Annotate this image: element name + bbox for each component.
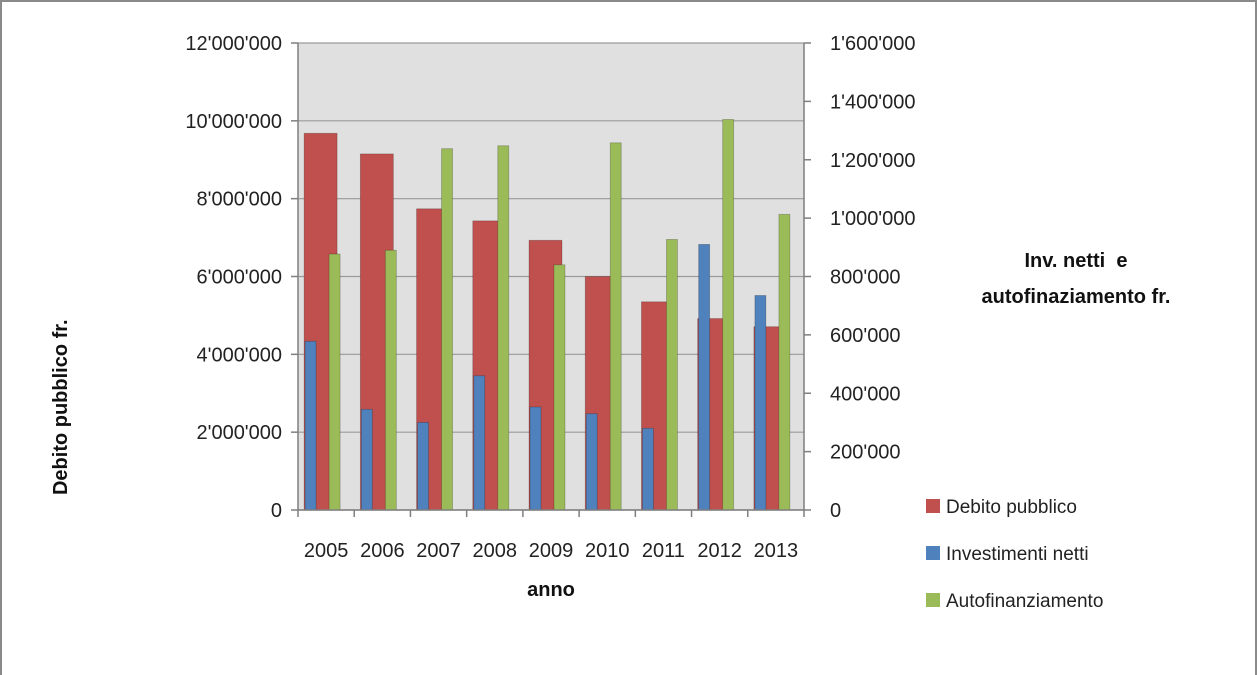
bar-investimenti-netti-2008 bbox=[473, 375, 486, 511]
legend-label-investimenti-netti: Investimenti netti bbox=[946, 544, 1089, 565]
x-tick-label: 2008 bbox=[473, 540, 518, 562]
y2-tick-label: 1'400'000 bbox=[830, 91, 916, 113]
y2-tick-label: 600'000 bbox=[830, 325, 901, 347]
bar-autofinanziamento-2005 bbox=[328, 253, 341, 511]
legend-label-debito-pubblico: Debito pubblico bbox=[946, 497, 1077, 518]
legend-swatch-autofinanziamento bbox=[926, 593, 940, 607]
bars bbox=[303, 119, 791, 511]
y-tick-label: 6'000'000 bbox=[197, 267, 283, 289]
legend-swatch-investimenti-netti bbox=[926, 546, 940, 560]
bar-autofinanziamento-2007 bbox=[441, 148, 453, 511]
x-axis-title: anno bbox=[527, 579, 575, 601]
bar-investimenti-netti-2013 bbox=[754, 295, 767, 511]
y2-tick-label: 1'200'000 bbox=[830, 150, 916, 172]
x-axis-ticks: 2005 2006 2007 2008 2009 2010 2011 2012 2013 bbox=[297, 510, 805, 562]
bar-investimenti-netti-2007 bbox=[417, 422, 429, 511]
bar-autofinanziamento-2012 bbox=[722, 119, 735, 511]
y2-axis-title-line2: autofinaziamento fr. bbox=[982, 286, 1171, 308]
bar-autofinanziamento-2013 bbox=[778, 213, 791, 511]
x-tick-label: 2005 bbox=[304, 540, 349, 562]
bar-autofinanziamento-2011 bbox=[666, 239, 678, 511]
y2-axis-title-line1: Inv. netti e bbox=[1025, 250, 1128, 272]
y2-tick-label: 1'000'000 bbox=[830, 208, 916, 230]
bar-investimenti-netti-2005 bbox=[304, 340, 317, 511]
y-tick-label: 8'000'000 bbox=[197, 189, 283, 211]
bar-autofinanziamento-2010 bbox=[609, 142, 622, 511]
bar-investimenti-netti-2011 bbox=[642, 427, 654, 511]
legend-swatch-debito-pubblico bbox=[926, 499, 940, 513]
bar-investimenti-netti-2012 bbox=[698, 243, 711, 511]
bar-investimenti-netti-2010 bbox=[585, 413, 598, 511]
y-tick-label: 12'000'000 bbox=[185, 33, 282, 55]
y2-tick-label: 200'000 bbox=[830, 442, 901, 464]
y2-tick-label: 800'000 bbox=[830, 267, 901, 289]
left-axis-ticks: 0 2'000'000 4'000'000 6'000'000 8'000'000 10'… bbox=[185, 33, 298, 522]
x-tick-label: 2011 bbox=[642, 540, 685, 562]
x-tick-label: 2010 bbox=[585, 540, 630, 562]
bar-autofinanziamento-2006 bbox=[384, 249, 397, 511]
x-tick-label: 2012 bbox=[697, 540, 742, 562]
x-tick-label: 2006 bbox=[360, 540, 405, 562]
bar-investimenti-netti-2006 bbox=[360, 408, 373, 511]
x-tick-label: 2013 bbox=[754, 540, 799, 562]
y-tick-label: 4'000'000 bbox=[197, 344, 283, 366]
bar-autofinanziamento-2008 bbox=[497, 145, 510, 511]
legend-label-autofinanziamento: Autofinanziamento bbox=[946, 591, 1103, 612]
y-tick-label: 0 bbox=[271, 500, 282, 522]
bar-autofinanziamento-2009 bbox=[553, 264, 566, 511]
y2-tick-label: 0 bbox=[830, 500, 841, 522]
y-tick-label: 10'000'000 bbox=[185, 111, 282, 133]
x-tick-label: 2007 bbox=[416, 540, 461, 562]
x-tick-label: 2009 bbox=[529, 540, 574, 562]
y2-tick-label: 400'000 bbox=[830, 383, 901, 405]
y-tick-label: 2'000'000 bbox=[197, 422, 283, 444]
bar-investimenti-netti-2009 bbox=[529, 406, 542, 511]
y2-tick-label: 1'600'000 bbox=[830, 33, 916, 55]
right-axis-ticks: 0 200'000 400'000 600'000 800'000 1'000'000 1'… bbox=[804, 33, 916, 522]
y-axis-title: Debito pubblico fr. bbox=[50, 319, 72, 495]
legend: Debito pubblico Investimenti netti Autofin… bbox=[926, 497, 1103, 612]
